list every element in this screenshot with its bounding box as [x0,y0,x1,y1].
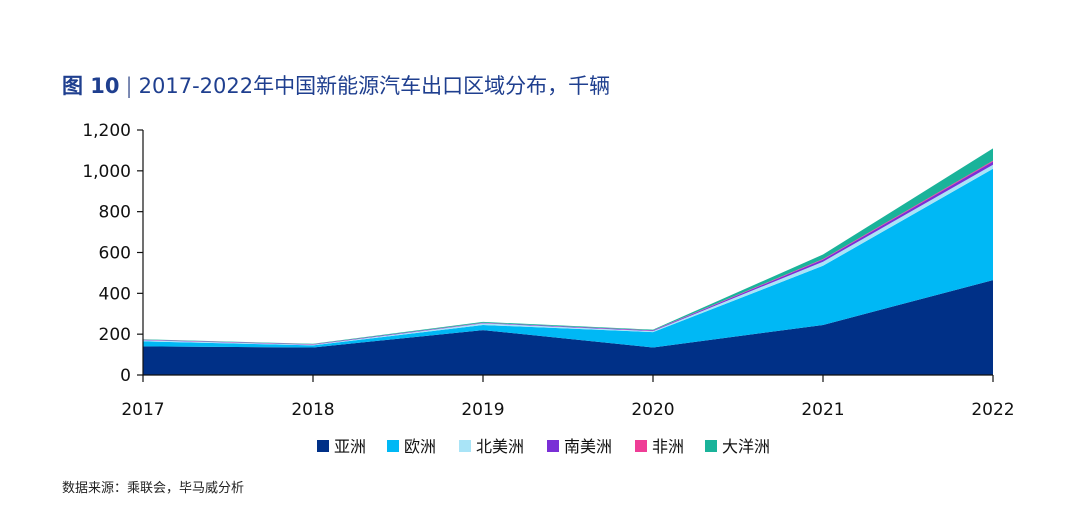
x-tick-label: 2017 [121,400,164,420]
legend-swatch-2 [459,440,471,452]
legend-swatch-3 [547,440,559,452]
source-note: 数据来源：乘联会，毕马威分析 [62,481,245,496]
legend-swatch-1 [387,440,399,452]
y-tick-label: 0 [120,366,131,386]
y-tick-label: 800 [99,203,131,223]
area-series-0 [143,280,993,375]
legend-label-0: 亚洲 [334,437,366,456]
x-tick-label: 2022 [971,400,1014,420]
legend-swatch-5 [705,440,717,452]
x-tick-label: 2021 [801,400,844,420]
x-tick-label: 2020 [631,400,674,420]
legend-label-1: 欧洲 [404,437,436,456]
legend-swatch-0 [317,440,329,452]
y-tick-label: 400 [99,284,131,304]
y-tick-label: 1,000 [82,162,131,182]
x-tick-label: 2018 [291,400,334,420]
legend-label-2: 北美洲 [476,437,524,456]
legend-swatch-4 [635,440,647,452]
legend-label-5: 大洋洲 [722,437,770,456]
legend-label-4: 非洲 [652,437,684,456]
chart-title: 图 10 | 2017-2022年中国新能源汽车出口区域分布，千辆 [62,70,610,100]
y-tick-label: 600 [99,244,131,264]
area-series-1 [143,168,993,348]
y-tick-label: 1,200 [82,121,131,141]
y-tick-label: 200 [99,325,131,345]
title-separator: | [125,74,133,98]
legend-label-3: 南美洲 [564,437,612,456]
title-text: 2017-2022年中国新能源汽车出口区域分布，千辆 [138,74,611,98]
x-tick-label: 2019 [461,400,504,420]
figure-label: 图 10 [62,74,120,98]
